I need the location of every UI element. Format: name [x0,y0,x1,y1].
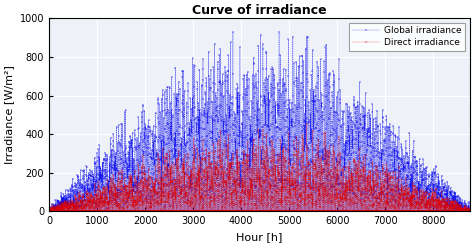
Global irradiance [185,106,191,109]
Global irradiance [137,210,142,213]
Global irradiance [230,31,236,34]
X-axis label: Hour [h]: Hour [h] [236,232,283,242]
Line: Global irradiance: Global irradiance [48,31,471,212]
Global irradiance [171,210,176,213]
Direct irradiance [161,210,166,213]
Direct irradiance [304,123,310,126]
Global irradiance [166,210,172,213]
Direct irradiance [185,169,191,172]
Global irradiance [46,210,52,213]
Direct irradiance [171,210,176,213]
Direct irradiance [453,200,458,203]
Y-axis label: Irradiance [W/m²]: Irradiance [W/m²] [4,65,14,164]
Title: Curve of irradiance: Curve of irradiance [192,4,327,17]
Direct irradiance [467,210,473,213]
Direct irradiance [137,210,142,213]
Global irradiance [467,210,473,213]
Line: Direct irradiance: Direct irradiance [48,123,471,212]
Legend: Global irradiance, Direct irradiance: Global irradiance, Direct irradiance [349,23,465,51]
Direct irradiance [166,210,172,213]
Direct irradiance [46,210,52,213]
Global irradiance [161,210,166,213]
Global irradiance [453,197,458,200]
